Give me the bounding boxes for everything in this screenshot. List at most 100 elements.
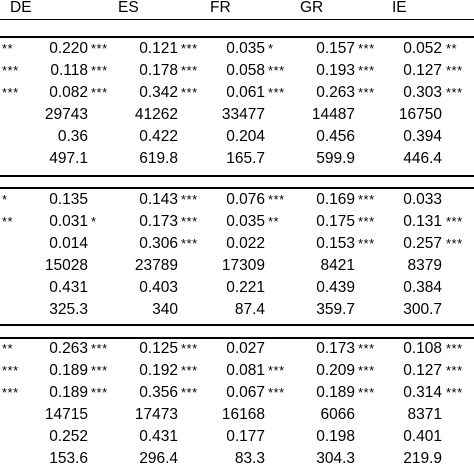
significance-stars: *** <box>446 236 463 251</box>
table-cell-value: 0.178 <box>139 62 178 79</box>
table-cell-value: 0.076 <box>226 191 265 208</box>
significance-stars: *** <box>358 41 375 56</box>
table-cell-value: 0.263 <box>316 84 355 101</box>
column-header-ie: IE <box>392 0 407 16</box>
table-header: DE ES FR GR IE <box>0 0 474 19</box>
significance-stars: *** <box>181 41 198 56</box>
header-top-rule <box>0 19 474 20</box>
significance-stars: *** <box>358 385 375 400</box>
table-cell-value: 0.127 <box>403 362 442 379</box>
table-cell-value: 0.189 <box>49 384 88 401</box>
table-cell-value: 219.9 <box>403 450 442 467</box>
significance-stars: ** <box>2 41 14 56</box>
table-cell-value: 0.257 <box>403 235 442 252</box>
table-row: * 0.135 0.143 *** 0.076 *** 0.169 *** 0.033 <box>0 189 474 211</box>
table-cell-value: 83.3 <box>234 450 265 467</box>
table-cell-value: 0.058 <box>226 62 265 79</box>
table-cell-value: 497.1 <box>49 150 88 167</box>
table-cell-value: 0.153 <box>316 235 355 252</box>
significance-stars: *** <box>91 363 108 378</box>
table-cell-value: 300.7 <box>403 301 442 318</box>
table-cell-value: 0.220 <box>49 40 88 57</box>
significance-stars: *** <box>181 341 198 356</box>
table-row: 0.36 0.422 0.204 0.456 0.394 <box>0 126 474 148</box>
table-cell-value: 0.027 <box>226 340 265 357</box>
table-row: 15028 23789 17309 8421 8379 <box>0 255 474 277</box>
significance-stars: *** <box>268 85 285 100</box>
table-cell-value: 0.177 <box>226 428 265 445</box>
table-cell-value: 0.175 <box>316 213 355 230</box>
table-cell-value: 33477 <box>221 106 265 123</box>
table-row: ** 0.263 *** 0.125 *** 0.027 0.173 *** 0.108 *** <box>0 338 474 360</box>
table-cell-value: 0.067 <box>226 384 265 401</box>
panel-2-top-rule <box>0 187 474 189</box>
table-cell-value: 153.6 <box>49 450 88 467</box>
significance-stars: *** <box>446 341 463 356</box>
significance-stars: *** <box>2 63 19 78</box>
column-header-gr: GR <box>300 0 324 16</box>
table-cell-value: 16750 <box>398 106 442 123</box>
table-cell-value: 14487 <box>311 106 355 123</box>
table-cell-value: 599.9 <box>316 150 355 167</box>
table-cell-value: 17473 <box>134 406 178 423</box>
table-cell-value: 0.431 <box>139 428 178 445</box>
panel-1-top-rule <box>0 36 474 38</box>
table-cell-value: 0.456 <box>316 128 355 145</box>
significance-stars: *** <box>446 214 463 229</box>
table-row: *** 0.118 *** 0.178 *** 0.058 *** 0.193 *** 0.127… <box>0 60 474 82</box>
table-row: *** 0.189 *** 0.356 *** 0.067 *** 0.189 *** 0.314… <box>0 382 474 404</box>
table-cell-value: 0.173 <box>316 340 355 357</box>
table-row: 29743 41262 33477 14487 16750 <box>0 104 474 126</box>
panel-1-bottom-rule <box>0 175 474 177</box>
table-cell-value: 0.221 <box>226 279 265 296</box>
table-row: 0.014 0.306 *** 0.022 0.153 *** 0.257 *** <box>0 233 474 255</box>
significance-stars: *** <box>358 85 375 100</box>
table-cell-value: 0.135 <box>49 191 88 208</box>
table-cell-value: 340 <box>152 301 178 318</box>
table-cell-value: 14715 <box>44 406 88 423</box>
significance-stars: *** <box>181 63 198 78</box>
table-cell-value: 0.061 <box>226 84 265 101</box>
table-row: *** 0.189 *** 0.192 *** 0.081 *** 0.209 *** 0.127… <box>0 360 474 382</box>
table-cell-value: 23789 <box>134 257 178 274</box>
table-cell-value: 0.082 <box>49 84 88 101</box>
significance-stars: *** <box>91 385 108 400</box>
table-cell-value: 8421 <box>320 257 355 274</box>
table-cell-value: 0.189 <box>49 362 88 379</box>
table-cell-value: 165.7 <box>226 150 265 167</box>
significance-stars: *** <box>181 192 198 207</box>
significance-stars: *** <box>2 385 19 400</box>
significance-stars: *** <box>181 236 198 251</box>
table-cell-value: 17309 <box>221 257 265 274</box>
significance-stars: *** <box>446 363 463 378</box>
column-header-es: ES <box>118 0 139 16</box>
table-cell-value: 41262 <box>134 106 178 123</box>
table-cell-value: 0.204 <box>226 128 265 145</box>
table-cell-value: 0.035 <box>226 213 265 230</box>
table-cell-value: 0.36 <box>57 128 88 145</box>
table-cell-value: 87.4 <box>234 301 265 318</box>
table-cell-value: 0.384 <box>403 279 442 296</box>
significance-stars: *** <box>181 385 198 400</box>
column-header-de: DE <box>10 0 32 16</box>
significance-stars: *** <box>358 214 375 229</box>
significance-stars: * <box>268 41 274 56</box>
table-row: 497.1 619.8 165.7 599.9 446.4 <box>0 148 474 170</box>
table-cell-value: 0.356 <box>139 384 178 401</box>
table-row: *** 0.082 *** 0.342 *** 0.061 *** 0.263 *** 0.303… <box>0 82 474 104</box>
significance-stars: * <box>2 192 8 207</box>
significance-stars: *** <box>358 63 375 78</box>
table-cell-value: 8379 <box>407 257 442 274</box>
significance-stars: *** <box>181 363 198 378</box>
significance-stars: ** <box>446 41 458 56</box>
significance-stars: *** <box>2 363 19 378</box>
significance-stars: *** <box>358 192 375 207</box>
table-cell-value: 0.031 <box>49 213 88 230</box>
table-row: 153.6 296.4 83.3 304.3 219.9 <box>0 448 474 470</box>
table-cell-value: 0.189 <box>316 384 355 401</box>
significance-stars: *** <box>268 192 285 207</box>
table-cell-value: 304.3 <box>316 450 355 467</box>
table-row: 0.431 0.403 0.221 0.439 0.384 <box>0 277 474 299</box>
table-cell-value: 0.198 <box>316 428 355 445</box>
table-cell-value: 0.121 <box>139 40 178 57</box>
